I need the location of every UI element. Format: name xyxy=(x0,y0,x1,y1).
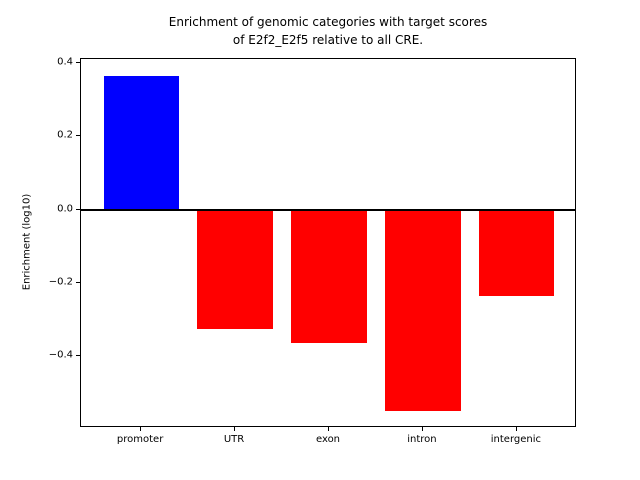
y-tick-mark xyxy=(76,355,80,357)
x-tick-mark xyxy=(421,427,423,431)
y-tick-label: 0.2 xyxy=(57,129,73,141)
y-tick-mark xyxy=(76,62,80,64)
x-tick-label-UTR: UTR xyxy=(223,434,245,445)
x-tick-mark xyxy=(328,427,329,431)
plot-area xyxy=(80,58,576,427)
x-tick-mark xyxy=(234,427,236,431)
bar-intergenic xyxy=(479,209,555,296)
y-tick-label: 0.4 xyxy=(57,56,73,68)
bar-UTR xyxy=(197,209,273,329)
x-tick-label-intergenic: intergenic xyxy=(490,434,541,445)
chart-title: Enrichment of genomic categories with ta… xyxy=(168,15,488,47)
x-tick-mark xyxy=(515,427,517,431)
x-tick-label-promoter: promoter xyxy=(116,434,164,445)
bar-intron xyxy=(385,209,461,412)
y-tick-label: −0.2 xyxy=(48,276,73,288)
y-axis-label: Enrichment (log10) xyxy=(21,193,33,291)
y-tick-mark xyxy=(76,281,80,283)
x-tick-mark xyxy=(140,427,142,431)
bar-exon xyxy=(291,209,367,344)
zero-line xyxy=(81,208,575,211)
bar-promoter xyxy=(103,75,179,210)
y-tick-label: 0.0 xyxy=(57,203,73,215)
x-tick-label-exon: exon xyxy=(315,434,341,445)
y-tick-mark xyxy=(76,135,80,137)
y-tick-label: −0.4 xyxy=(48,349,73,361)
x-tick-label-intron: intron xyxy=(407,434,437,445)
y-tick-mark xyxy=(76,208,80,210)
